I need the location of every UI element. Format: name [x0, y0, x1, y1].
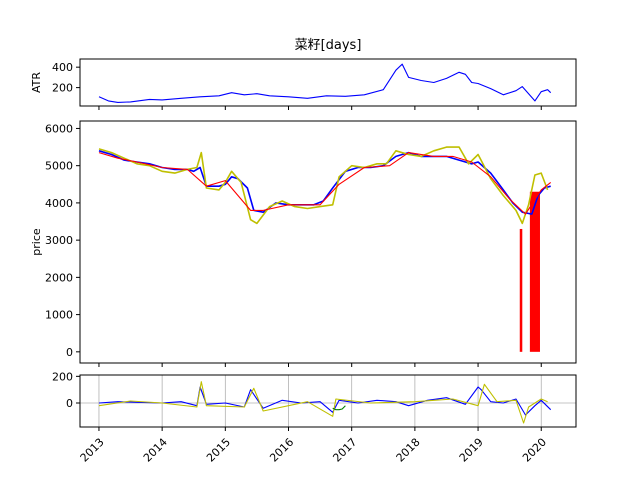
y-tick-label: 2000 — [45, 271, 73, 284]
x-tick-label: 2019 — [457, 436, 486, 465]
series-price-yellow — [98, 146, 549, 225]
series-price-red — [98, 152, 552, 215]
y-tick-label: 400 — [52, 61, 73, 74]
axes-frame — [79, 120, 577, 364]
axes-frame — [79, 374, 577, 428]
y-tick-label: 3000 — [45, 234, 73, 247]
x-tick-label: 2014 — [141, 436, 170, 465]
x-tick-label: 2017 — [330, 436, 359, 465]
y-tick-label: 200 — [52, 370, 73, 383]
x-tick-label: 2013 — [78, 436, 107, 465]
series-osc-green — [332, 405, 346, 411]
y-tick-label: 4000 — [45, 197, 73, 210]
y-tick-label: 6000 — [45, 122, 73, 135]
series-osc-yellow — [98, 381, 548, 424]
y-tick-label: 0 — [66, 346, 73, 359]
y-tick-label: 5000 — [45, 160, 73, 173]
series-osc-blue — [98, 386, 552, 416]
y-tick-label: 1000 — [45, 309, 73, 322]
panel-oscillator: 0 200 2013 2014 2015 2016 2017 2018 2019 2020 — [52, 370, 577, 465]
chart-title: 菜籽[days] — [295, 38, 362, 53]
x-tick-label: 2015 — [204, 436, 233, 465]
x-tick-label: 2020 — [520, 436, 549, 465]
bar — [519, 228, 523, 352]
axes-frame — [79, 58, 577, 107]
panel-price: 0 1000 2000 3000 4000 5000 6000 price — [30, 120, 577, 367]
x-tick-label: 2016 — [267, 436, 296, 465]
bar — [529, 191, 540, 352]
y-tick-label: 0 — [66, 397, 73, 410]
y-axis-label: ATR — [30, 72, 43, 93]
series-ATR — [98, 63, 552, 103]
series-price-blue — [98, 150, 551, 215]
y-tick-label: 200 — [52, 82, 73, 95]
panel-atr: 200 400 菜籽[days] ATR — [30, 38, 577, 110]
y-axis-label: price — [30, 228, 43, 256]
x-tick-label: 2018 — [394, 436, 423, 465]
